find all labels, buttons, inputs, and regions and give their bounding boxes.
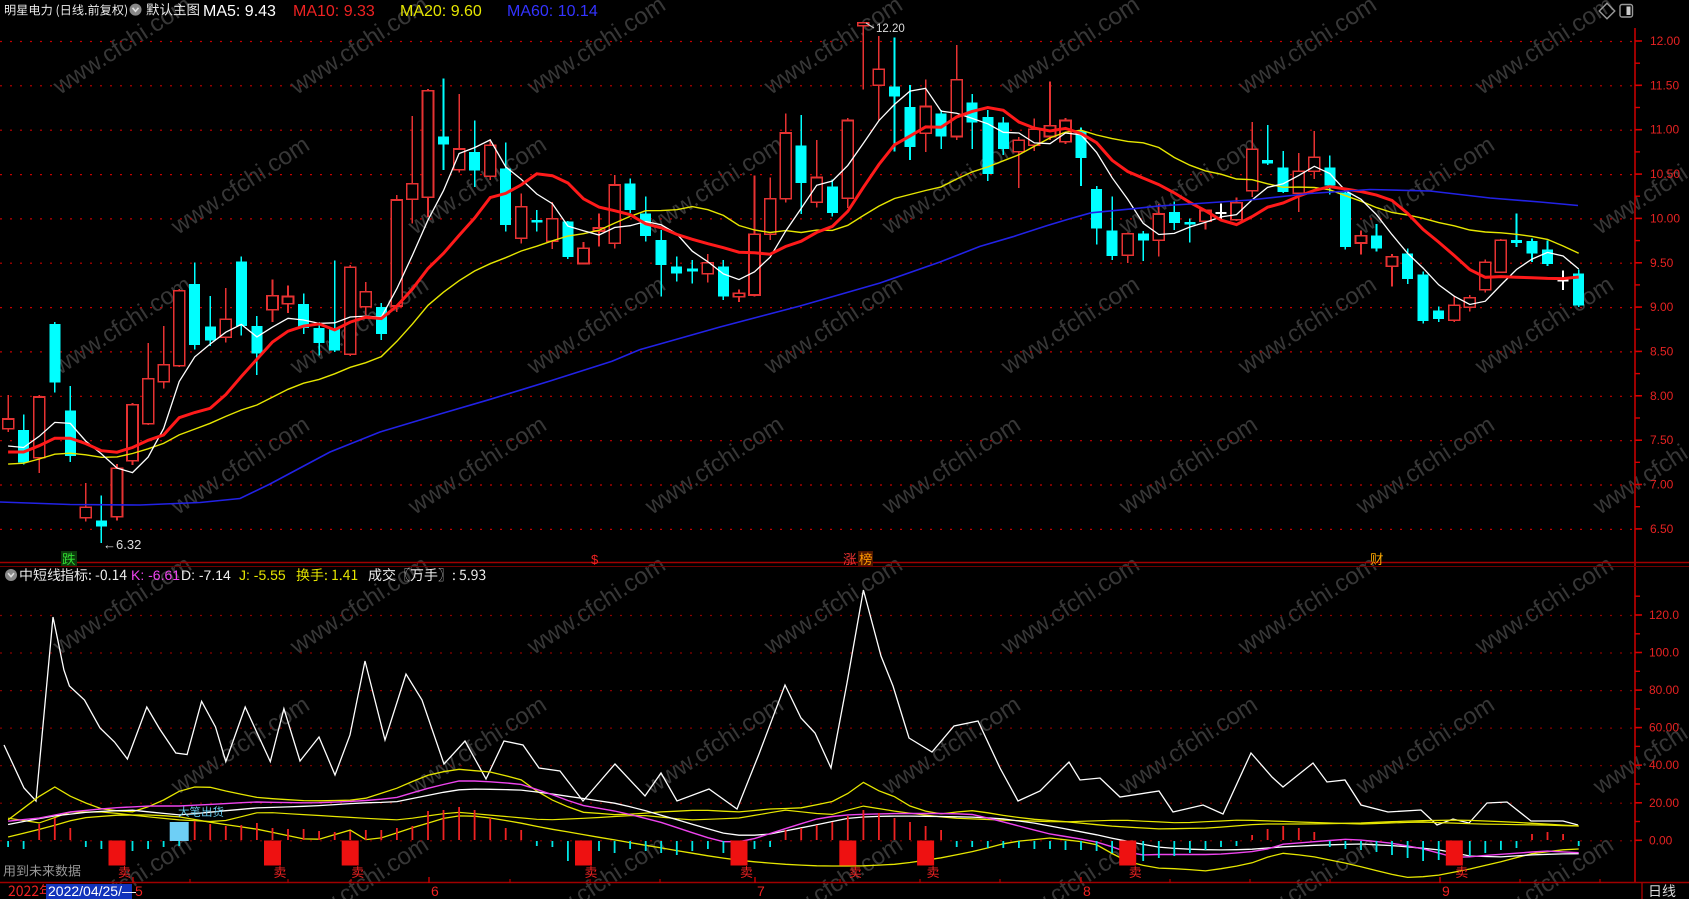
svg-text:2022/04/25/—: 2022/04/25/— [48, 883, 136, 899]
svg-text:80.00: 80.00 [1649, 683, 1679, 697]
svg-text:$: $ [591, 552, 599, 567]
svg-text:40.00: 40.00 [1649, 758, 1679, 772]
svg-text:5: 5 [135, 883, 143, 899]
svg-text:6.50: 6.50 [1650, 522, 1674, 536]
svg-text:11.50: 11.50 [1650, 78, 1679, 92]
svg-text:12.20: 12.20 [876, 23, 905, 35]
svg-text:6: 6 [431, 883, 439, 899]
svg-text:100.0: 100.0 [1649, 646, 1679, 660]
svg-text:J: -5.55: J: -5.55 [239, 567, 286, 583]
svg-text:11.00: 11.00 [1650, 123, 1679, 137]
svg-text:10.00: 10.00 [1650, 211, 1680, 225]
svg-text:9.00: 9.00 [1650, 300, 1674, 314]
svg-text:9: 9 [1442, 883, 1450, 899]
svg-text:12.00: 12.00 [1650, 34, 1680, 48]
svg-text:D: -7.14: D: -7.14 [181, 567, 231, 583]
svg-text:8: 8 [1083, 883, 1091, 899]
svg-text:60.00: 60.00 [1649, 721, 1679, 735]
svg-text:K: -6.61: K: -6.61 [131, 567, 180, 583]
svg-text:8.00: 8.00 [1650, 389, 1674, 403]
svg-text:120.0: 120.0 [1649, 608, 1679, 622]
svg-text:MA20: 9.60: MA20: 9.60 [400, 3, 482, 20]
svg-text:MA10: 9.33: MA10: 9.33 [293, 3, 375, 20]
svg-text:0.00: 0.00 [1649, 833, 1673, 847]
svg-text:←6.32: ←6.32 [103, 537, 141, 552]
svg-text:7.50: 7.50 [1650, 433, 1674, 447]
svg-text:MA5: 9.43: MA5: 9.43 [203, 3, 276, 20]
svg-text:7.00: 7.00 [1650, 478, 1674, 492]
svg-text:20.00: 20.00 [1649, 796, 1679, 810]
svg-text:8.50: 8.50 [1650, 344, 1674, 358]
svg-text:MA60: 10.14: MA60: 10.14 [507, 3, 598, 20]
svg-text:9.50: 9.50 [1650, 256, 1674, 270]
svg-text:7: 7 [757, 883, 765, 899]
svg-text:10.50: 10.50 [1650, 167, 1680, 181]
